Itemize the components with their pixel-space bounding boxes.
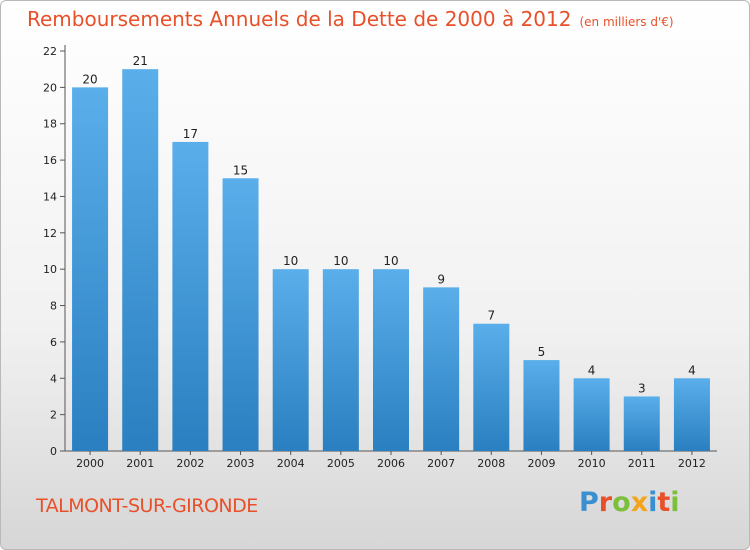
x-tick-label: 2001 bbox=[126, 457, 154, 470]
y-tick-label: 20 bbox=[43, 81, 57, 94]
y-tick-label: 6 bbox=[50, 336, 57, 349]
bar-value-label: 4 bbox=[688, 363, 696, 377]
x-tick-label: 2008 bbox=[477, 457, 505, 470]
bar-value-label: 5 bbox=[538, 345, 546, 359]
x-tick-label: 2009 bbox=[527, 457, 555, 470]
bar bbox=[122, 69, 159, 451]
bar-value-label: 10 bbox=[333, 254, 348, 268]
y-tick-label: 14 bbox=[43, 190, 57, 203]
logo-letter: i bbox=[648, 487, 658, 518]
y-tick-label: 22 bbox=[43, 45, 57, 58]
x-tick-label: 2003 bbox=[227, 457, 255, 470]
bar-value-label: 4 bbox=[588, 363, 596, 377]
bar bbox=[423, 287, 460, 451]
x-tick-label: 2000 bbox=[76, 457, 104, 470]
bar bbox=[322, 269, 359, 451]
logo-letter: i bbox=[670, 487, 680, 518]
bar bbox=[523, 360, 560, 451]
y-tick-label: 12 bbox=[43, 227, 57, 240]
logo-letter: o bbox=[612, 487, 631, 518]
bar-value-label: 17 bbox=[183, 127, 198, 141]
logo-letter: t bbox=[657, 487, 671, 518]
bar-value-label: 3 bbox=[638, 381, 646, 395]
commune-name: TALMONT-SUR-GIRONDE bbox=[36, 495, 258, 517]
x-tick-label: 2010 bbox=[578, 457, 606, 470]
y-tick-label: 10 bbox=[43, 263, 57, 276]
bar bbox=[272, 269, 309, 451]
bar-value-label: 21 bbox=[133, 54, 148, 68]
bar bbox=[172, 141, 209, 451]
bar-value-label: 10 bbox=[283, 254, 298, 268]
logo-letter: x bbox=[630, 487, 649, 518]
logo-letter: r bbox=[598, 487, 613, 518]
logo-letter: P bbox=[579, 487, 599, 518]
x-tick-label: 2007 bbox=[427, 457, 455, 470]
bar bbox=[373, 269, 409, 451]
y-tick-label: 4 bbox=[50, 372, 57, 385]
bar bbox=[673, 378, 710, 451]
bar-value-label: 10 bbox=[383, 254, 398, 268]
proxiti-logo: Proxiti bbox=[579, 487, 680, 518]
y-tick-label: 2 bbox=[50, 409, 57, 422]
bar-value-label: 20 bbox=[82, 72, 97, 86]
chart-title-text: Remboursements Annuels de la Dette de 20… bbox=[27, 7, 572, 31]
bar bbox=[623, 396, 660, 451]
bar bbox=[473, 323, 510, 451]
x-tick-label: 2004 bbox=[277, 457, 305, 470]
bar-value-label: 15 bbox=[233, 163, 248, 177]
bar bbox=[222, 178, 259, 452]
y-tick-label: 18 bbox=[43, 118, 57, 131]
bar-value-label: 7 bbox=[487, 309, 495, 323]
x-tick-label: 2011 bbox=[628, 457, 656, 470]
x-tick-label: 2012 bbox=[678, 457, 706, 470]
bar bbox=[573, 378, 610, 451]
bar bbox=[72, 87, 109, 451]
y-tick-label: 16 bbox=[43, 154, 57, 167]
x-tick-label: 2006 bbox=[377, 457, 405, 470]
y-tick-label: 0 bbox=[50, 445, 57, 458]
chart-unit: (en milliers d'€) bbox=[579, 15, 674, 29]
chart-title: Remboursements Annuels de la Dette de 20… bbox=[27, 7, 674, 31]
x-tick-label: 2002 bbox=[176, 457, 204, 470]
y-tick-label: 8 bbox=[50, 300, 57, 313]
x-tick-label: 2005 bbox=[327, 457, 355, 470]
bar-value-label: 9 bbox=[437, 272, 445, 286]
